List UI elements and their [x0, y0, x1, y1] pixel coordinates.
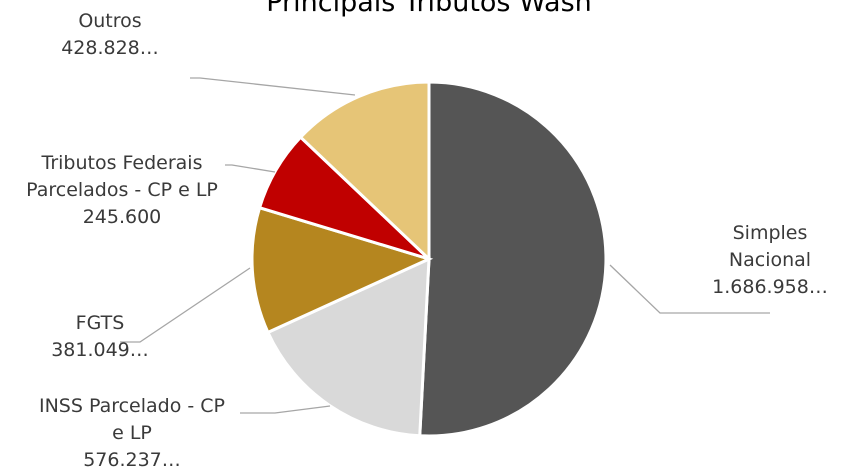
leader-lines	[120, 77, 770, 414]
slice-label-line: Nacional	[729, 249, 811, 271]
slice-label-line: Outros	[78, 10, 141, 32]
slice-label-line: Parcelados - CP e LP	[26, 179, 218, 201]
slice-label-line: Tributos Federais	[41, 152, 203, 174]
slice-labels: Simples Nacional 1.686.958… INSS Parcelado …	[26, 10, 828, 471]
slice-label-2: INSS Parcelado - CP e LP 576.237…	[39, 395, 225, 471]
leader-line-4	[225, 164, 276, 173]
slice-label-line: 428.828…	[61, 37, 159, 59]
slice-label-line: 381.049…	[51, 339, 149, 361]
slice-label-3: FGTS 381.049…	[51, 312, 149, 361]
slice-label-line: 1.686.958…	[712, 276, 828, 298]
pie-slice-5	[298, 80, 431, 263]
slice-label-4: Tributos Federais Parcelados - CP e LP 245…	[26, 152, 218, 228]
slice-label-line: 245.600	[83, 206, 162, 228]
slice-label-line: Simples	[733, 222, 808, 244]
pie-slice-2	[265, 256, 431, 438]
slice-label-line: INSS Parcelado - CP	[39, 395, 225, 417]
leader-line-1	[609, 264, 770, 314]
pie-slice-3	[250, 205, 434, 335]
slice-label-line: 576.237…	[83, 449, 181, 471]
slice-label-line: FGTS	[76, 312, 125, 334]
pie-slice-1	[418, 80, 608, 438]
chart-title: Principais Tributos Wash	[266, 0, 592, 18]
pie-slices	[250, 80, 608, 438]
slice-label-5: Outros 428.828…	[61, 10, 159, 59]
slice-label-line: e LP	[112, 422, 152, 444]
leader-line-3	[120, 267, 251, 343]
slice-label-1: Simples Nacional 1.686.958…	[712, 222, 828, 298]
leader-line-5	[190, 77, 356, 96]
leader-line-2	[240, 405, 331, 414]
